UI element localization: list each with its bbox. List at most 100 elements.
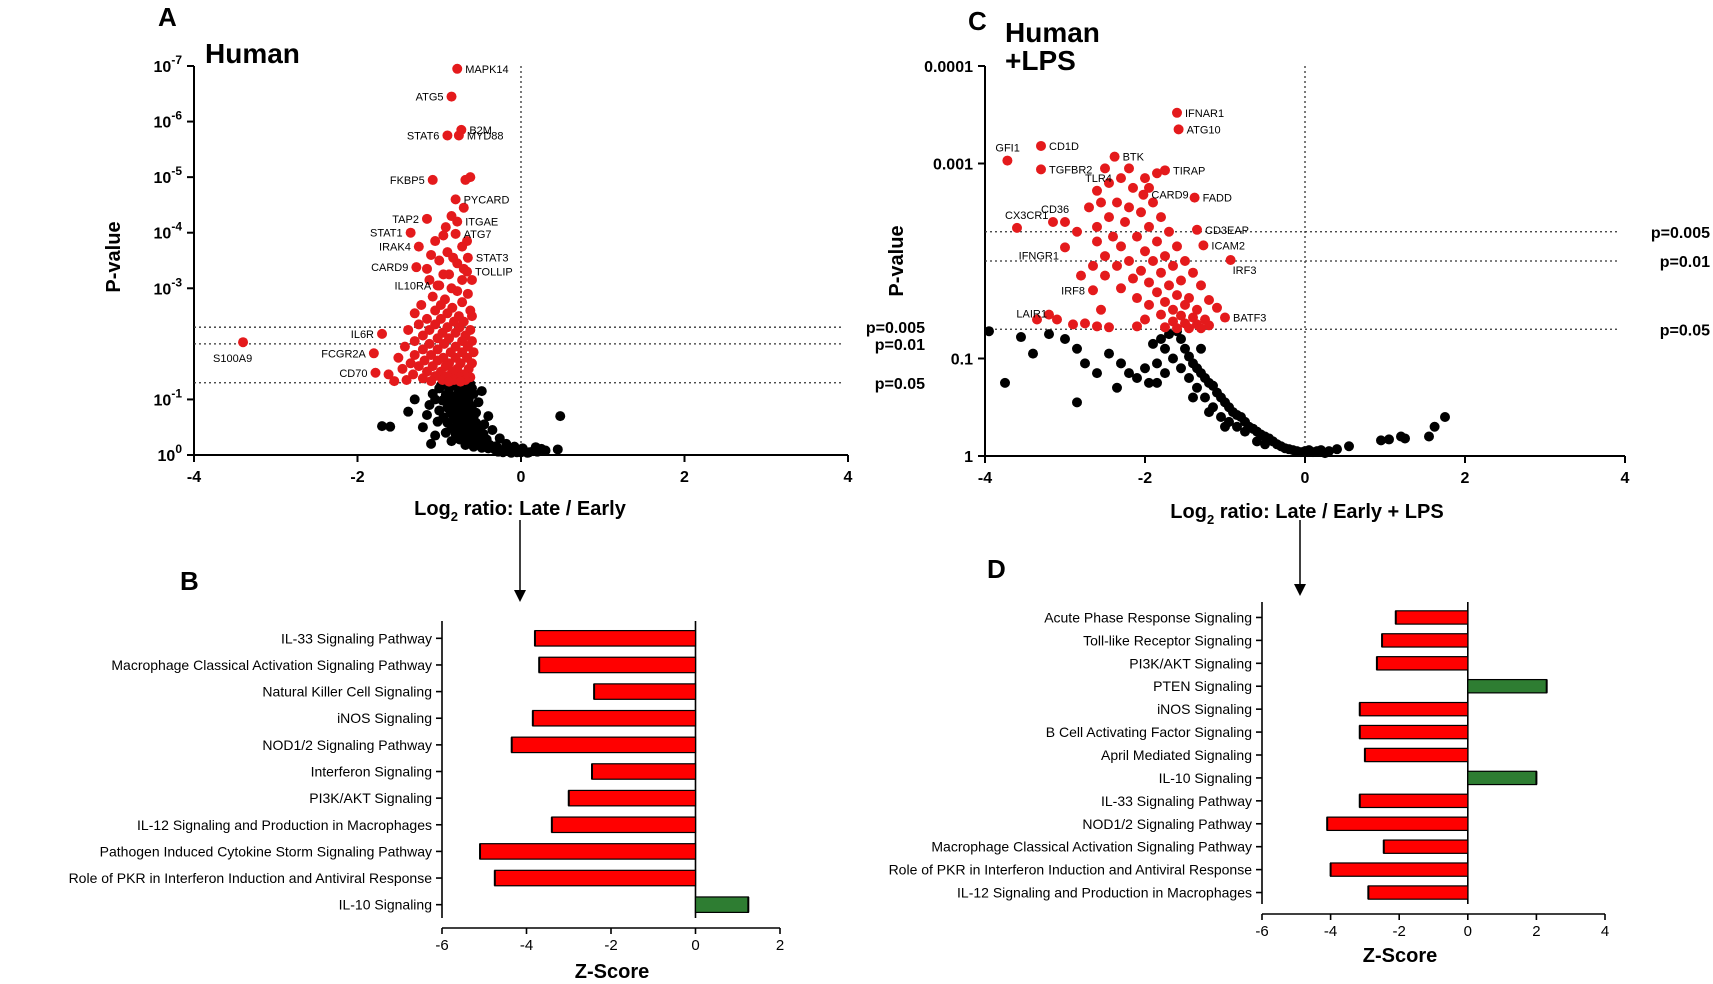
panel-c-gene-label-fadd: FADD <box>1203 193 1232 205</box>
panel-b-bar <box>479 843 697 860</box>
panel-a-y-tick-exponent: -3 <box>171 275 182 289</box>
panel-a-point-tollip <box>462 266 473 277</box>
panel-c-point-nonsig <box>1188 392 1198 403</box>
panel-c-point-sig <box>1068 319 1078 330</box>
panel-c-gene-label-lair1: LAIR1 <box>1016 309 1047 321</box>
panel-a-x-tick-label: 0 <box>517 469 526 486</box>
panel-a-xlabel-sub: 2 <box>451 509 458 524</box>
panel-a-point-atg7 <box>450 228 461 239</box>
panel-c-point-nonsig <box>1320 448 1330 459</box>
panel-c-point-sig <box>1072 226 1082 237</box>
panel-c-gene-label-irf8: IRF8 <box>1061 285 1085 297</box>
panel-c-point-sig <box>1160 296 1170 307</box>
panel-d-x-tick-label: 0 <box>1464 923 1472 940</box>
panel-a-point-s100a9 <box>238 337 249 348</box>
panel-a-y-tick-label: 10-3 <box>154 275 183 298</box>
panel-a-point-tap2 <box>421 213 432 224</box>
panel-a-x-tick-label: 2 <box>680 469 689 486</box>
panel-c-point-nonsig <box>1112 382 1122 393</box>
panel-b-bar <box>568 789 697 807</box>
panel-d-x-tick-label: -6 <box>1255 923 1268 940</box>
panel-c-point-sig <box>1112 197 1122 208</box>
panel-c-gene-label-cd3eap: CD3EAP <box>1205 225 1249 237</box>
panel-c-point-nonsig <box>1424 431 1434 442</box>
panel-a-point-nonsig <box>430 430 441 441</box>
panel-c-point-nonsig <box>1044 329 1054 340</box>
panel-a-point-sig <box>444 376 455 387</box>
panel-b-category-label: PI3K/AKT Signaling <box>309 790 432 806</box>
panel-d-bar <box>1359 793 1469 809</box>
panel-c-point-ifnar1 <box>1172 107 1182 118</box>
panel-c-xlabel-rest: ratio: Late / Early + LPS <box>1214 501 1444 523</box>
panel-a-point-sig <box>438 230 449 241</box>
panel-a-gene-label-stat1: STAT1 <box>370 228 403 240</box>
panel-a-gene-label-itgae: ITGAE <box>465 217 498 229</box>
panel-a-y-tick-base: 10 <box>154 226 172 243</box>
panel-c-point-sig <box>1124 202 1134 213</box>
panel-c-point-nonsig <box>984 326 994 337</box>
panel-c-point-sig <box>1148 256 1158 266</box>
panel-c-x-tick-label: 0 <box>1301 470 1310 487</box>
panel-a-y-tick-base: 10 <box>158 448 176 465</box>
panel-c-x-tick-label: -4 <box>978 470 992 487</box>
panel-d-x-tick-label: 2 <box>1532 923 1540 940</box>
panel-a-point-sig <box>393 352 404 363</box>
panel-a-point-nonsig <box>468 441 479 452</box>
panel-c-point-nonsig <box>1080 358 1090 369</box>
panel-c-point-gfi1 <box>1002 155 1013 166</box>
panel-c-point-sig <box>1032 314 1042 325</box>
panel-a-point-sig <box>430 236 441 247</box>
panel-a-gene-label-fcgr2a: FCGR2A <box>321 348 366 360</box>
panel-a-point-sig <box>401 374 412 385</box>
panel-a-point-nonsig <box>460 439 471 450</box>
panel-d-category-label: Toll-like Receptor Signaling <box>1083 632 1252 648</box>
panel-c-point-sig <box>1080 318 1090 329</box>
panel-c-point-nonsig <box>1240 426 1250 437</box>
panel-c-point-sig <box>1180 256 1190 266</box>
panel-a-xlabel-log: Log <box>414 498 451 520</box>
panel-c-point-nonsig <box>1152 377 1162 388</box>
volcano-plot-human-lps: Human +LPS P-value Log2 ratio: Late / Ea… <box>886 17 1710 527</box>
panel-a-point-nonsig <box>552 444 563 455</box>
panel-b-x-tick-label: -4 <box>520 937 533 954</box>
panel-c-point-nonsig <box>1384 434 1394 445</box>
panel-c-point-sig <box>1184 323 1194 334</box>
panel-a-y-tick-label: 10-4 <box>154 220 183 243</box>
panel-c-point-nonsig <box>1192 382 1202 393</box>
panel-c-point-sig <box>1172 323 1182 334</box>
panel-a-y-tick-label: 10-6 <box>154 109 183 132</box>
panel-a-point-sig <box>413 361 424 372</box>
panel-c-point-card9 <box>1138 189 1149 200</box>
panel-letter-c: C <box>968 6 987 36</box>
panel-c-point-tirap <box>1160 165 1170 176</box>
panel-a-gene-label-pycard: PYCARD <box>464 194 510 206</box>
panel-a-point-nonsig <box>498 447 509 458</box>
panel-c-point-sig <box>1196 280 1206 291</box>
panel-c-point-ifngr1 <box>1060 242 1070 253</box>
panel-c-point-sig <box>1136 265 1146 276</box>
panel-a-point-sig <box>457 241 468 252</box>
panel-c-point-sig <box>1120 217 1130 227</box>
panel-a-point-sig <box>434 255 445 266</box>
panel-b-category-label: Pathogen Induced Cytokine Storm Signalin… <box>100 843 432 859</box>
panel-a-point-itgae <box>452 216 463 227</box>
panel-c-point-sig <box>1160 322 1170 333</box>
panel-a-gene-label-tap2: TAP2 <box>392 214 419 226</box>
panel-a-point-sig <box>439 338 450 349</box>
panel-a-point-sig <box>421 263 432 274</box>
panel-c-point-sig <box>1096 197 1106 208</box>
panel-a-point-cd70 <box>370 367 381 378</box>
panel-a-point-nonsig <box>403 406 414 417</box>
panel-c-point-sig <box>1204 295 1214 305</box>
panel-a-point-sig <box>409 308 420 319</box>
panel-a-point-sig <box>416 299 427 310</box>
panel-a-point-nonsig <box>409 394 420 405</box>
panel-a-x-axis-title: Log2 ratio: Late / Early <box>414 498 627 524</box>
panel-c-point-sig <box>1172 241 1182 252</box>
panel-d-category-label: PTEN Signaling <box>1153 678 1252 694</box>
panel-a-gene-label-myd88: MYD88 <box>467 130 504 142</box>
panel-c-threshold-label: p=0.05 <box>1660 322 1710 339</box>
panel-c-point-sig <box>1152 168 1162 179</box>
panel-c-point-sig <box>1092 221 1102 232</box>
panel-a-point-nonsig <box>509 441 520 452</box>
